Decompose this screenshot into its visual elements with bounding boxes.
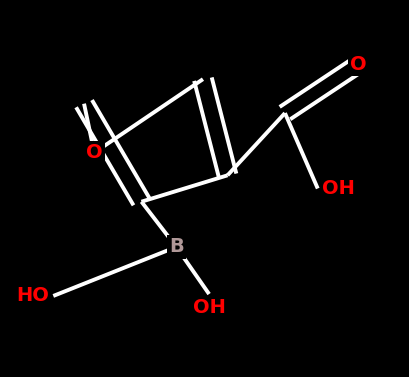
Text: HO: HO [16,287,49,305]
Text: OH: OH [192,298,225,317]
Text: O: O [350,55,366,74]
Text: OH: OH [321,179,354,198]
Text: B: B [169,238,183,256]
Text: O: O [86,143,102,162]
